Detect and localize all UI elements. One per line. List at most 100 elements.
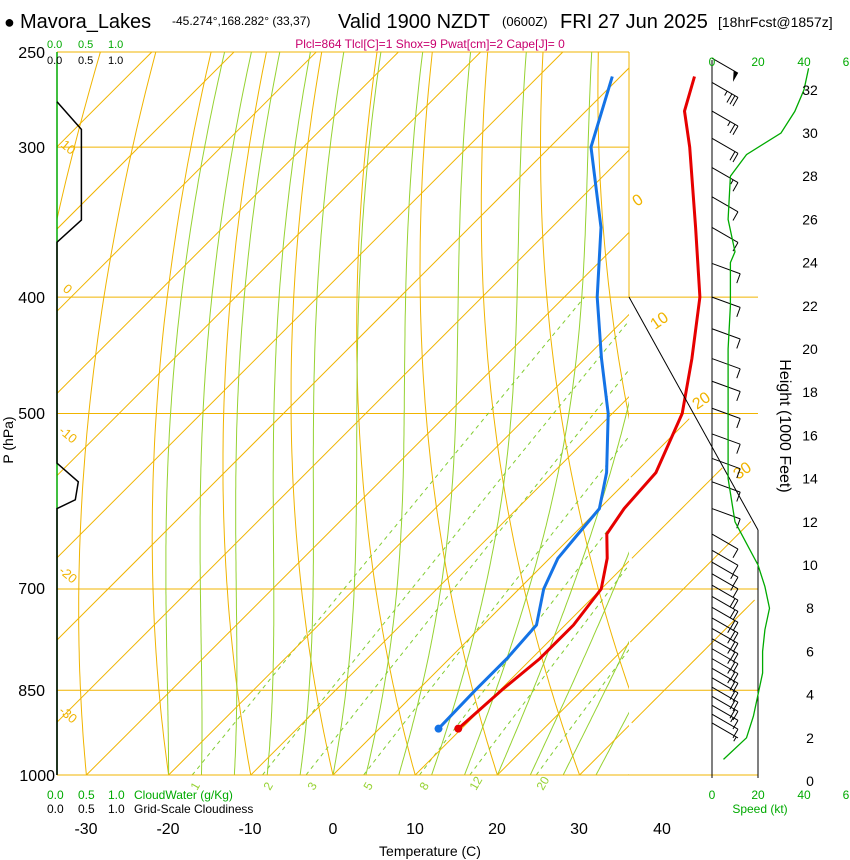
t-tick-20: 20 bbox=[488, 821, 506, 838]
barb-staff bbox=[711, 481, 741, 493]
barb-flag bbox=[732, 622, 739, 632]
barb-flag bbox=[732, 683, 739, 693]
title-date: FRI 27 Jun 2025 bbox=[560, 11, 708, 33]
moist-adiabat-12 bbox=[431, 52, 527, 775]
barb-flag bbox=[732, 211, 739, 221]
height-tick-10: 10 bbox=[802, 557, 818, 573]
spd-top-60: 6 bbox=[843, 55, 850, 69]
title-station: Mavora_Lakes bbox=[20, 11, 151, 33]
barb-staff bbox=[711, 358, 741, 370]
barb-flag bbox=[732, 588, 739, 598]
barb-flag bbox=[732, 653, 739, 663]
mixing-ratio-lines bbox=[191, 296, 629, 775]
isotherm--30 bbox=[86, 231, 629, 775]
p-axis-label: P (hPa) bbox=[0, 416, 16, 463]
wind-barb-18 bbox=[711, 533, 739, 558]
surface-temperature-marker bbox=[454, 724, 463, 733]
spd-top-0: 0 bbox=[709, 55, 716, 69]
wind-barb-0 bbox=[711, 722, 739, 742]
barb-staff bbox=[711, 457, 741, 470]
barb-flag bbox=[729, 151, 736, 161]
mix-label-8: 8 bbox=[416, 779, 432, 792]
isotherm--70 bbox=[57, 52, 481, 477]
cloudiness-label: Grid-Scale Cloudiness bbox=[134, 802, 253, 816]
temperature-line bbox=[457, 76, 702, 730]
spd-top-40: 40 bbox=[797, 55, 811, 69]
barb-flag bbox=[729, 681, 736, 691]
moist-adiabat-16 bbox=[464, 52, 593, 775]
chart-title: ● Mavora_Lakes -45.274°,168.282° (33,37)… bbox=[4, 11, 833, 33]
barb-flag bbox=[732, 576, 739, 587]
title-valid: Valid 1900 NZDT bbox=[338, 11, 490, 33]
moist-adiabat--8 bbox=[266, 52, 311, 775]
wind-barb-13 bbox=[711, 595, 739, 621]
isotherm--50 bbox=[57, 67, 629, 641]
dry-adiabat-30 bbox=[480, 52, 581, 775]
p-tick-400: 400 bbox=[18, 290, 45, 307]
isotherm--100 bbox=[57, 52, 235, 230]
barb-flag bbox=[736, 338, 741, 349]
barb-flag bbox=[732, 711, 739, 721]
dry-adiabat--10 bbox=[222, 52, 267, 775]
wind-barb-14 bbox=[711, 584, 739, 610]
barb-flag bbox=[736, 368, 741, 379]
speed-axis-bottom: 0 20 40 6 Speed (kt) bbox=[709, 788, 850, 816]
wind-barb-32 bbox=[711, 137, 739, 163]
barb-staff bbox=[711, 57, 739, 74]
wind-barb-30 bbox=[711, 196, 739, 221]
cloudwater-top-scale: 0.0 0.5 1.0 0.0 0.5 1.0 bbox=[47, 39, 123, 67]
barb-half-flag bbox=[730, 574, 734, 580]
barb-flag bbox=[729, 641, 736, 651]
barb-flag bbox=[732, 548, 739, 558]
cc-top-0: 0.0 bbox=[47, 55, 62, 67]
height-tick-18: 18 bbox=[802, 384, 818, 400]
moist-adiabat-0 bbox=[332, 52, 382, 775]
cc-top-05: 0.5 bbox=[78, 55, 93, 67]
isotherm-label-30: 30 bbox=[731, 459, 755, 483]
barb-flag bbox=[732, 728, 739, 739]
mixing-ratio-1 bbox=[191, 296, 585, 775]
height-tick-28: 28 bbox=[802, 168, 818, 184]
barb-flag bbox=[732, 692, 739, 702]
height-tick-0: 0 bbox=[806, 773, 814, 789]
wind-barb-27 bbox=[711, 296, 741, 317]
wind-speed-line bbox=[723, 68, 810, 760]
barb-staff bbox=[711, 573, 739, 590]
mix-label-20: 20 bbox=[533, 774, 552, 793]
isotherm-20 bbox=[497, 642, 629, 775]
t-tick-30: 30 bbox=[570, 821, 588, 838]
height-tick-24: 24 bbox=[802, 255, 818, 271]
barb-flag bbox=[732, 663, 739, 673]
height-tick-32: 32 bbox=[802, 82, 818, 98]
moist-adiabat-4 bbox=[365, 52, 424, 775]
barb-flag bbox=[732, 632, 739, 642]
barb-half-flag bbox=[727, 628, 731, 634]
p-tick-250: 250 bbox=[18, 45, 45, 62]
speed-axis-label: Speed (kt) bbox=[732, 802, 787, 816]
cw-bot-05: 0.5 bbox=[78, 788, 95, 802]
barb-staff bbox=[711, 81, 739, 98]
wind-barb-15 bbox=[711, 573, 739, 598]
moist-adiabat-28 bbox=[562, 640, 629, 775]
barb-half-flag bbox=[727, 668, 731, 674]
isobar-lines bbox=[57, 51, 758, 776]
isotherm-label-20: 20 bbox=[690, 389, 714, 413]
isotherm-ext-0 bbox=[630, 418, 690, 478]
barb-flag bbox=[736, 307, 741, 317]
mixing-ratio-12 bbox=[469, 564, 629, 775]
isotherm-ext-10 bbox=[631, 467, 723, 559]
barb-flag bbox=[736, 273, 741, 284]
wind-barb-34 bbox=[711, 81, 739, 107]
moist-adiabat--4 bbox=[299, 52, 345, 775]
barb-half-flag bbox=[724, 90, 728, 96]
barb-half-flag bbox=[730, 585, 734, 591]
barb-flag bbox=[732, 673, 739, 683]
dry-adiabat--20 bbox=[151, 52, 212, 775]
mix-label-12: 12 bbox=[466, 774, 485, 793]
mixing-ratio-2 bbox=[262, 320, 629, 775]
wind-barb-17 bbox=[711, 549, 739, 575]
wind-barb-35 bbox=[711, 57, 739, 82]
p-tick-850: 850 bbox=[18, 683, 45, 700]
